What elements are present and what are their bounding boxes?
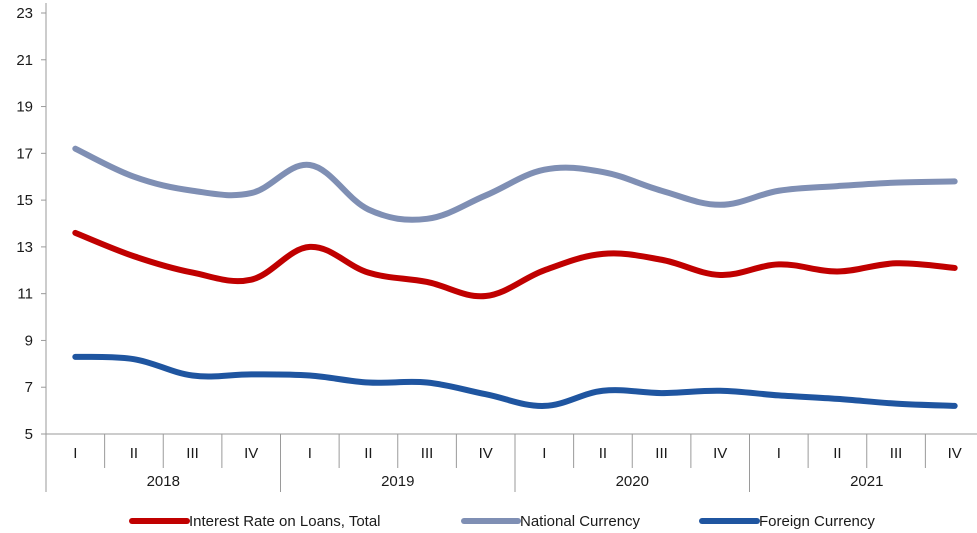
x-tick-label-quarter: II	[130, 445, 138, 462]
y-axis-ticks: 5 7 9 11 13 15 17 19 21 23	[16, 5, 46, 443]
y-tick-label: 5	[25, 426, 33, 443]
x-tick-label-year: 2018	[147, 473, 180, 490]
series-lines	[72, 145, 958, 409]
y-tick-label: 9	[25, 332, 33, 349]
x-tick-label-quarter: I	[73, 445, 77, 462]
legend: Interest Rate on Loans, Total National Cu…	[129, 513, 875, 530]
x-tick-label-quarter: II	[833, 445, 841, 462]
y-tick-label: 17	[16, 145, 33, 162]
x-tick-label-year: 2019	[381, 473, 414, 490]
x-tick-label-quarter: I	[308, 445, 312, 462]
x-tick-label-quarter: III	[186, 445, 199, 462]
x-tick-label-quarter: IV	[713, 445, 727, 462]
x-tick-label-quarter: I	[542, 445, 546, 462]
y-tick-label: 21	[16, 52, 33, 69]
x-tick-label-quarter: IV	[948, 445, 962, 462]
y-tick-label: 11	[17, 286, 33, 303]
y-tick-label: 19	[16, 99, 33, 116]
x-tick-label-quarter: IV	[244, 445, 258, 462]
series-line-interest-rate-on-loans-total	[72, 229, 958, 300]
x-tick-label-quarter: IV	[479, 445, 493, 462]
x-tick-label-quarter: I	[777, 445, 781, 462]
y-tick-label: 23	[16, 5, 33, 22]
x-tick-label-quarter: II	[599, 445, 607, 462]
axes	[45, 3, 977, 492]
x-tick-label-quarter: III	[890, 445, 903, 462]
x-tick-label-year: 2020	[616, 473, 649, 490]
legend-label-national-currency: National Currency	[520, 513, 641, 530]
y-tick-label: 7	[25, 379, 33, 396]
x-tick-label-quarter: II	[364, 445, 372, 462]
legend-label-foreign-currency: Foreign Currency	[759, 513, 875, 530]
x-tick-label-year: 2021	[850, 473, 883, 490]
y-tick-label: 15	[16, 192, 33, 209]
x-tick-label-quarter: III	[655, 445, 668, 462]
series-line-foreign-currency	[72, 353, 958, 409]
x-tick-label-quarter: III	[421, 445, 434, 462]
series-line-national-currency	[72, 145, 958, 223]
y-tick-label: 13	[16, 239, 33, 256]
legend-label-interest-rate-on-loans-total: Interest Rate on Loans, Total	[189, 513, 381, 530]
